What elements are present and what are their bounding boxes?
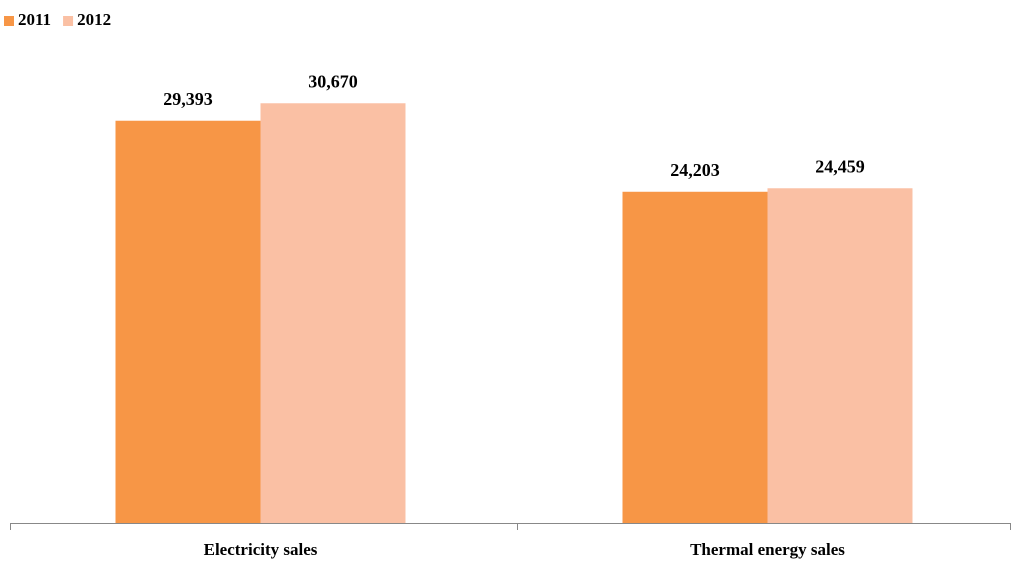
- x-tick-label: Thermal energy sales: [690, 540, 845, 559]
- bar: [260, 103, 406, 523]
- x-tick-label: Electricity sales: [204, 540, 318, 559]
- legend-swatch: [63, 16, 74, 26]
- bar: [767, 188, 913, 523]
- data-label: 24,459: [815, 156, 865, 176]
- bar: [115, 120, 261, 523]
- data-label: 29,393: [163, 89, 213, 109]
- legend-label: 2011: [18, 10, 51, 29]
- legend-swatch: [4, 16, 14, 26]
- bar: [622, 191, 768, 524]
- data-label: 24,203: [670, 160, 720, 180]
- legend-label: 2012: [77, 10, 111, 29]
- data-label: 30,670: [308, 71, 358, 91]
